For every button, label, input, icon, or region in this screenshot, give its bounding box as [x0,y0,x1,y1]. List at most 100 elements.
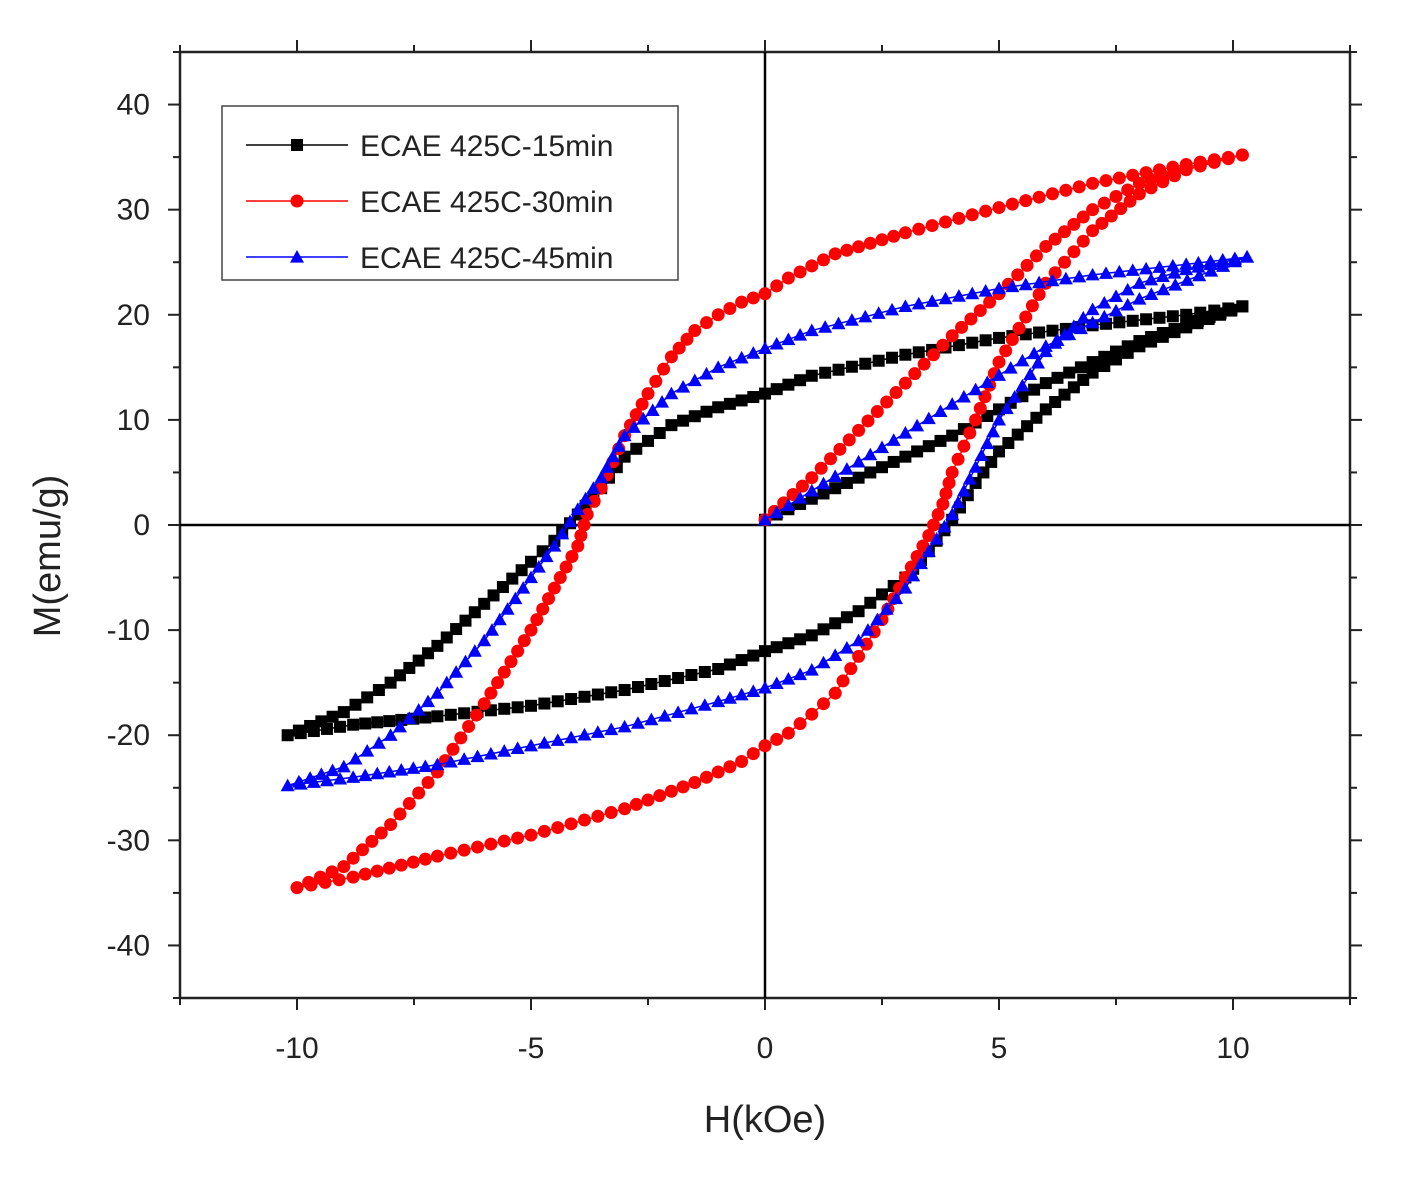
data-point [871,306,886,319]
data-point [1007,390,1022,403]
data-point [536,602,550,616]
data-point [946,429,959,442]
data-point [942,476,956,490]
series-3 [280,249,1255,792]
data-point [525,699,537,712]
x-tick-label: -10 [275,1032,318,1065]
data-point [1057,327,1072,341]
data-point [1156,282,1171,296]
data-point [676,380,691,393]
data-point [939,486,953,500]
data-point [477,633,492,647]
data-point [1104,209,1118,223]
data-point [657,362,671,376]
data-point [439,675,454,689]
data-point [418,759,433,773]
data-point [898,581,913,594]
data-point [817,253,830,267]
data-point [952,211,966,225]
data-point [735,755,749,768]
y-tick-label: -20 [107,719,150,752]
data-point [758,287,772,301]
data-point [875,233,889,247]
data-point [955,320,969,334]
data-point [921,544,936,557]
data-point [885,302,900,316]
data-point [1029,249,1043,263]
data-point [794,374,807,387]
data-point [963,426,977,440]
data-point [1058,271,1073,285]
data-point [840,476,853,489]
data-point [945,507,960,521]
data-point [1155,269,1170,283]
data-point [506,572,519,585]
data-point [511,644,525,658]
data-point [832,363,845,376]
data-point [875,440,889,454]
data-point [817,697,830,711]
data-point [314,767,329,780]
data-point [677,414,690,427]
data-point [1011,428,1024,441]
data-point [394,763,409,776]
data-point [1121,183,1135,197]
data-point [412,786,426,800]
data-point [306,775,321,788]
data-point [1235,148,1249,162]
data-point [349,698,362,711]
data-point [700,770,713,784]
data-point [828,469,843,482]
data-point [644,712,659,726]
data-point [1180,308,1193,321]
data-point [793,717,807,731]
data-point [1058,388,1071,401]
data-point [551,695,564,708]
y-tick-label: -10 [107,614,150,647]
data-point [281,729,294,742]
data-point [525,555,537,568]
data-point [983,295,997,309]
data-point [914,556,928,570]
data-point [781,332,796,346]
data-point [712,663,725,676]
data-point [664,784,678,798]
data-point [925,294,940,307]
data-point [547,581,561,595]
data-point [577,518,591,532]
data-point [332,873,346,887]
data-point [1039,239,1053,253]
data-point [1123,194,1137,208]
data-point [711,765,725,779]
data-point [723,760,737,774]
data-point [1067,381,1080,394]
data-point [563,514,577,528]
data-point [700,316,713,330]
data-point [1072,269,1087,283]
data-point [1132,292,1147,305]
data-point [1015,353,1030,367]
data-point [642,434,654,447]
data-point [1002,437,1015,450]
data-point [487,589,500,602]
data-point [591,809,605,823]
data-point [965,286,980,300]
data-point [402,711,417,725]
data-point [334,720,347,733]
data-point [968,460,983,473]
data-point [951,452,965,466]
data-point [889,386,903,400]
data-point [457,843,471,857]
data-point [876,588,888,601]
legend: ECAE 425C-15min ECAE 425C-30min ECAE 425C-… [221,105,679,281]
legend-label: ECAE 425C-30min [360,186,613,219]
data-point [430,849,444,863]
data-point [1139,261,1154,275]
data-point [769,505,784,519]
data-point [577,813,591,827]
data-point [1110,353,1122,366]
data-point [1020,258,1034,272]
data-point [359,717,372,730]
data-point [860,623,875,636]
x-tick-label: -5 [518,1032,545,1065]
